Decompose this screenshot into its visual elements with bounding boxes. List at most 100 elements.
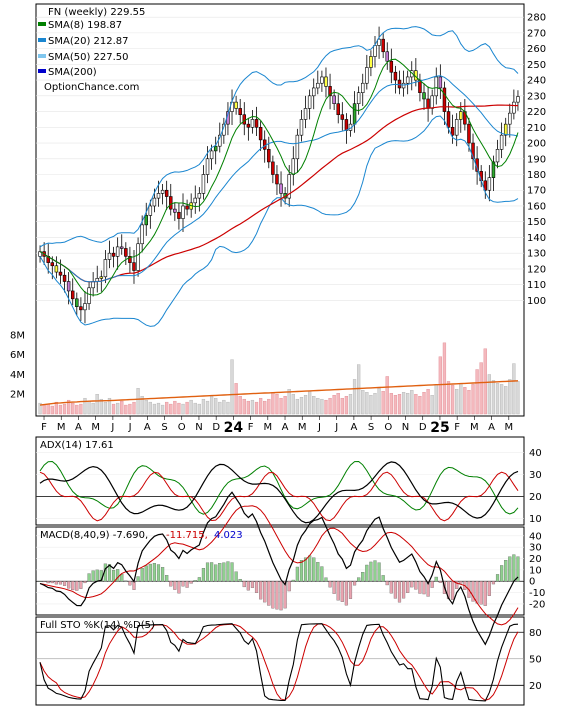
candle-body bbox=[287, 174, 291, 199]
candle-body bbox=[83, 303, 87, 311]
candle-body bbox=[132, 262, 136, 271]
volume-bar bbox=[189, 399, 193, 415]
macd-histogram-bar bbox=[222, 562, 226, 582]
candle-body bbox=[140, 224, 144, 245]
candle-body bbox=[144, 215, 148, 226]
candle-body bbox=[209, 150, 214, 160]
volume-bar bbox=[144, 399, 148, 415]
sma8-line bbox=[39, 58, 519, 296]
month-label: D bbox=[212, 422, 220, 433]
price-tick-label: 280 bbox=[527, 13, 546, 24]
volume-bar bbox=[263, 400, 267, 415]
candle-body bbox=[193, 197, 197, 204]
candle-body bbox=[107, 252, 112, 260]
volume-bar bbox=[316, 397, 320, 415]
volume-bar bbox=[369, 395, 373, 415]
price-tick-label: 230 bbox=[527, 91, 546, 102]
candle-body bbox=[124, 248, 128, 257]
candle-body bbox=[79, 306, 83, 311]
volume-bar bbox=[214, 397, 218, 415]
volume-bar bbox=[197, 403, 201, 415]
volume-bar bbox=[242, 398, 246, 415]
adx-minus-di-line bbox=[39, 471, 519, 522]
volume-bar bbox=[83, 397, 87, 415]
volume-bar bbox=[495, 383, 500, 415]
candle-body bbox=[303, 108, 308, 120]
candle-body bbox=[148, 205, 153, 216]
month-label: N bbox=[402, 422, 409, 433]
candle-body bbox=[258, 126, 263, 141]
volume-bar bbox=[238, 396, 242, 415]
macd-histogram-bar bbox=[46, 581, 50, 584]
macd-histogram-bar bbox=[279, 581, 283, 611]
volume-tick-label: 4M bbox=[10, 370, 25, 381]
volume-bar bbox=[107, 397, 112, 415]
macd-histogram-bar bbox=[238, 578, 242, 582]
volume-bar bbox=[218, 401, 222, 415]
volume-bar bbox=[116, 402, 120, 415]
macd-histogram-bar bbox=[140, 568, 144, 582]
volume-bar bbox=[205, 400, 210, 415]
volume-bar bbox=[283, 396, 287, 415]
macd-value3: 4.023 bbox=[214, 530, 243, 541]
macd-histogram-bar bbox=[475, 581, 479, 604]
macd-histogram-bar bbox=[50, 581, 54, 584]
volume-bar bbox=[499, 384, 504, 415]
macd-histogram-bar bbox=[303, 557, 308, 582]
volume-bar bbox=[385, 376, 389, 415]
candle-body bbox=[103, 259, 108, 278]
sto-d-line bbox=[39, 623, 519, 701]
volume-bar bbox=[393, 395, 398, 415]
candle-body bbox=[242, 114, 247, 125]
volume-bar bbox=[479, 362, 483, 415]
macd-histogram-bar bbox=[336, 581, 340, 601]
macd-histogram-bar bbox=[214, 564, 218, 582]
volume-bar bbox=[475, 369, 479, 415]
macd-histogram-bar bbox=[271, 581, 275, 609]
volume-bar bbox=[173, 400, 177, 415]
candle-body bbox=[156, 193, 161, 199]
macd-histogram-bar bbox=[491, 581, 496, 585]
adx-tick-label: 10 bbox=[529, 514, 542, 525]
month-label: O bbox=[384, 422, 392, 433]
macd-histogram-bar bbox=[38, 581, 42, 582]
macd-histogram-bar bbox=[516, 556, 520, 582]
volume-bar bbox=[279, 397, 283, 415]
candle-body bbox=[516, 96, 520, 103]
macd-histogram-bar bbox=[124, 580, 128, 582]
sto-tick-label: 80 bbox=[529, 628, 542, 639]
volume-bar bbox=[463, 387, 467, 415]
month-label: M bbox=[263, 422, 272, 433]
candle-body bbox=[111, 252, 116, 257]
volume-bar bbox=[46, 403, 50, 415]
volume-bar bbox=[442, 342, 447, 415]
macd-histogram-bar bbox=[242, 581, 246, 588]
candle-body bbox=[422, 92, 426, 100]
volume-bar bbox=[303, 395, 308, 415]
month-label: A bbox=[75, 422, 82, 433]
macd-histogram-bar bbox=[328, 581, 332, 588]
candle-body bbox=[164, 189, 169, 197]
candle-body bbox=[438, 76, 443, 89]
macd-histogram-bar bbox=[116, 569, 120, 582]
volume-bar bbox=[246, 400, 250, 415]
macd-histogram-bar bbox=[295, 566, 299, 582]
macd-histogram-bar bbox=[205, 562, 210, 582]
candle-body bbox=[299, 119, 304, 136]
price-tick-label: 100 bbox=[527, 296, 546, 307]
volume-bar bbox=[348, 394, 353, 415]
candle-body bbox=[320, 76, 324, 84]
macd-histogram-bar bbox=[459, 581, 463, 584]
candle-body bbox=[246, 123, 251, 128]
volume-bar bbox=[373, 393, 377, 415]
candle-body bbox=[377, 38, 381, 46]
macd-histogram-bar bbox=[42, 581, 46, 583]
macd-histogram-bar bbox=[320, 566, 324, 582]
macd-histogram-bar bbox=[54, 581, 58, 585]
candle-body bbox=[483, 180, 488, 191]
candle-body bbox=[169, 196, 173, 210]
volume-bar bbox=[132, 401, 136, 415]
month-label: A bbox=[282, 422, 289, 433]
volume-bars bbox=[38, 342, 520, 415]
candle-body bbox=[50, 262, 55, 267]
